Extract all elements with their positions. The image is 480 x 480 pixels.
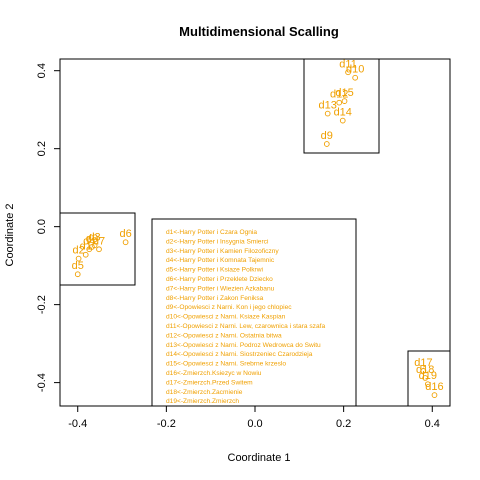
x-tick-label: -0.2 (157, 418, 176, 430)
legend-entry: d11<-Opowiesci z Narni. Lew, czarownica … (166, 323, 325, 330)
point-label-d14: d14 (334, 107, 352, 119)
point-label-d11: d11 (339, 58, 357, 70)
point-label-d12: d12 (330, 89, 348, 101)
y-axis-label: Coordinate 2 (4, 204, 16, 267)
legend-entry: d8<-Harry Potter i Zakon Feniksa (166, 295, 264, 302)
point-label-d7: d7 (93, 235, 105, 247)
legend-entry: d1<-Harry Potter i Czara Ognia (166, 229, 257, 236)
point-label-d9: d9 (321, 130, 333, 142)
legend-entry: d10<-Opowiesci z Narni. Ksiaze Kaspian (166, 314, 286, 321)
point-label-d8: d8 (86, 233, 98, 245)
point-d6 (122, 239, 129, 246)
cluster-boxes (59, 58, 451, 407)
point-d14 (339, 117, 346, 124)
legend-entry: d6<-Harry Potter i Przeklete Dziecko (166, 276, 273, 283)
x-axis: -0.4 -0.2 0.0 0.2 0.4 (68, 405, 440, 430)
legend-entry: d2<-Harry Potter i Insygnia Smierci (166, 238, 269, 245)
point-label-d2: d2 (72, 245, 84, 257)
point-d12 (336, 99, 343, 106)
legend-entry: d14<-Opowiesci z Narni. Siostrzeniec Cza… (166, 351, 313, 358)
point-d15 (341, 98, 348, 104)
point-label-d5: d5 (72, 260, 84, 272)
point-label-d17: d17 (414, 357, 432, 369)
point-d13 (324, 110, 331, 117)
point-label-d15: d15 (335, 87, 353, 99)
point-d11 (345, 69, 351, 76)
y-tick-label: 0.0 (36, 219, 48, 234)
legend-entry: d17<-Zmierzch.Przed Switem (166, 379, 253, 386)
point-label-d13: d13 (319, 100, 337, 112)
x-axis-label: Coordinate 1 (228, 452, 291, 464)
y-axis: -0.4 -0.2 0.0 0.2 0.4 (36, 63, 60, 392)
x-tick-label: 0.2 (336, 418, 351, 430)
legend-entry: d19<-Zmierzch.Zmierzch (166, 398, 239, 405)
legend-box (151, 218, 357, 407)
x-tick-label: -0.4 (68, 418, 87, 430)
y-tick-label: -0.4 (36, 373, 48, 392)
legend-entry: d18<-Zmierzch.Zacmienie (166, 389, 243, 396)
point-d1 (82, 251, 89, 258)
point-label-d16: d16 (425, 381, 443, 393)
point-d9 (323, 141, 330, 147)
legend: d1<-Harry Potter i Czara Ognia d2<-Harry … (166, 229, 325, 405)
twilight-box (407, 350, 451, 407)
legend-entry: d15<-Opowiesci z Narni. Srebrne krzeslo (166, 361, 286, 368)
chart-title: Multidimensional Scalling (179, 24, 339, 39)
point-d7 (96, 246, 102, 253)
point-d5 (74, 271, 81, 278)
legend-entry: d5<-Harry Potter i Ksiaze Polkrwi (166, 267, 263, 274)
harry-potter-box (59, 212, 136, 286)
legend-entry: d13<-Opowiesci z Narni. Podroz Wedrowca … (166, 342, 321, 349)
legend-entry: d12<-Opowiesci z Narni. Ostatnia bitwa (166, 332, 282, 339)
point-d10 (352, 74, 359, 81)
data-points: d1d2d3d4d5d6d7d8d9d10d11d12d13d14d15d16d… (72, 58, 444, 398)
legend-entry: d3<-Harry Potter i Kamien Filozoficzny (166, 248, 279, 255)
point-d17 (420, 368, 427, 374)
legend-entry: d7<-Harry Potter i Wiezien Azkabanu (166, 285, 275, 292)
point-label-d18: d18 (416, 364, 434, 376)
y-tick-label: 0.2 (36, 141, 48, 156)
legend-entry: d16<-Zmierzch.Ksiezyc w Nowiu (166, 370, 262, 377)
point-d8 (89, 244, 95, 250)
legend-entry: d4<-Harry Potter i Komnata Tajemnic (166, 257, 275, 264)
x-tick-label: 0.0 (247, 418, 262, 430)
point-d18 (422, 375, 429, 381)
point-d16 (431, 392, 438, 398)
point-label-d6: d6 (119, 228, 131, 240)
point-d2 (75, 255, 82, 262)
y-tick-label: -0.2 (36, 295, 48, 314)
x-tick-label: 0.4 (425, 418, 440, 430)
point-label-d19: d19 (419, 370, 437, 382)
point-label-d3: d3 (88, 231, 100, 243)
legend-entry: d9<-Opowiesci z Narni. Kon i jego chlopi… (166, 304, 292, 311)
point-label-d1: d1 (80, 241, 92, 253)
y-tick-label: 0.4 (36, 63, 48, 78)
narnia-box (303, 58, 380, 154)
point-d19 (424, 381, 431, 388)
